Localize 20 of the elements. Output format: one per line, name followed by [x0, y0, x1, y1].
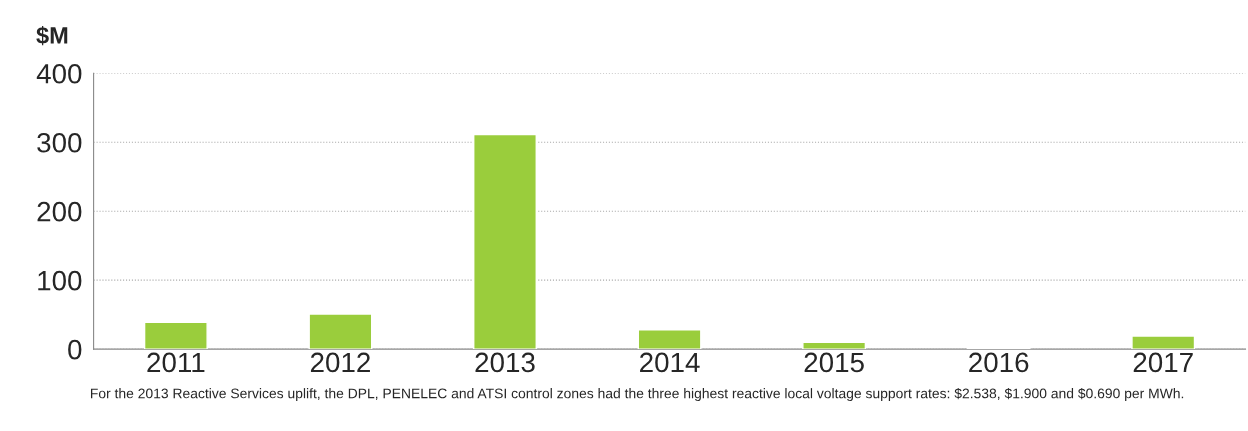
bar: [802, 341, 867, 350]
x-tick-label: 2017: [1133, 352, 1193, 373]
x-tick-label: 2011: [147, 352, 205, 373]
bar: [143, 321, 208, 350]
y-tick-label: 200: [37, 201, 82, 222]
bar: [473, 133, 537, 350]
y-tick-label: 300: [37, 132, 82, 153]
y-tick-label: 400: [36, 63, 82, 84]
y-tick-label: 0: [68, 339, 82, 360]
x-tick-label: 2012: [310, 352, 370, 373]
bar: [1131, 335, 1196, 350]
y-tick-label: 100: [38, 270, 82, 291]
text: For the 2013 Reactive Services uplift, the DPL, PENELEC and ATSI control zones had the three highest reactive local voltage support rates: $2.538, $1.900 and $0.690 per MWh.: [91, 387, 1184, 402]
bar: [308, 313, 373, 350]
x-tick-label: 2013: [475, 352, 535, 373]
x-tick-label: 2015: [804, 352, 864, 373]
bar: [637, 329, 702, 350]
x-tick-label: 2014: [640, 352, 700, 373]
y-axis-title: $M: [36, 26, 68, 46]
x-tick-label: 2016: [969, 352, 1029, 373]
